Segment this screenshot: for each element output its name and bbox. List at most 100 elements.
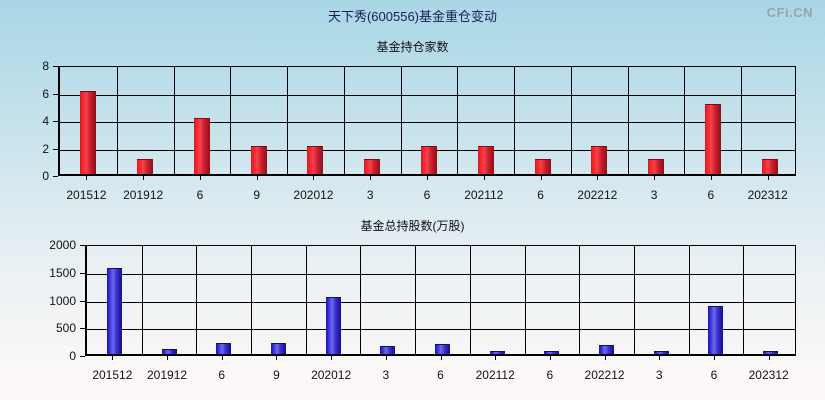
x-axis-label: 6 bbox=[537, 188, 544, 202]
bar bbox=[161, 348, 177, 354]
x-axis-tick bbox=[440, 356, 442, 360]
gridline-vertical bbox=[116, 67, 118, 174]
chart1-plot-area bbox=[58, 66, 796, 176]
gridline-vertical bbox=[457, 67, 459, 174]
x-axis-label: 202112 bbox=[475, 368, 515, 382]
y-axis-tick bbox=[53, 148, 58, 150]
x-axis-label: 3 bbox=[650, 188, 658, 202]
x-axis-label: 201912 bbox=[147, 368, 188, 382]
y-axis-label: 0 bbox=[69, 349, 76, 363]
bar bbox=[708, 306, 724, 354]
gridline-vertical bbox=[514, 67, 516, 174]
y-axis-label: 6 bbox=[42, 86, 49, 101]
x-axis-label: 201512 bbox=[92, 368, 133, 382]
gridline-vertical bbox=[360, 246, 362, 354]
x-axis-tick bbox=[276, 356, 278, 360]
gridline-vertical bbox=[570, 67, 572, 174]
x-axis-label: 9 bbox=[253, 188, 261, 202]
x-axis-tick bbox=[370, 176, 372, 180]
x-axis-tick bbox=[427, 176, 428, 180]
gridline-horizontal bbox=[87, 329, 795, 331]
gridline-vertical bbox=[579, 246, 581, 354]
bar bbox=[477, 145, 494, 174]
gridline-vertical bbox=[196, 246, 198, 354]
page-title: 天下秀(600556)基金重仓变动 bbox=[327, 9, 498, 24]
bar bbox=[106, 267, 122, 354]
bar bbox=[325, 296, 341, 354]
x-axis-label: 6 bbox=[707, 188, 715, 202]
x-axis-label: 6 bbox=[196, 188, 204, 202]
bar bbox=[599, 345, 615, 354]
y-axis-label: 4 bbox=[42, 114, 49, 128]
gridline-vertical bbox=[684, 67, 686, 174]
x-axis-tick bbox=[713, 356, 715, 360]
x-axis-label: 202112 bbox=[464, 188, 504, 202]
y-axis-label: 1500 bbox=[49, 265, 76, 280]
bar bbox=[704, 104, 721, 174]
chart2-plot-area bbox=[85, 245, 796, 356]
x-axis-label: 201912 bbox=[123, 188, 164, 202]
bar bbox=[489, 350, 505, 354]
gridline-horizontal bbox=[87, 301, 795, 303]
x-axis-tick bbox=[549, 356, 551, 360]
x-axis-tick bbox=[86, 176, 88, 180]
bar bbox=[591, 145, 608, 174]
bar bbox=[250, 145, 267, 174]
x-axis-tick bbox=[710, 176, 712, 180]
x-axis-label: 6 bbox=[423, 188, 431, 202]
bar bbox=[80, 90, 97, 174]
x-axis-tick bbox=[199, 176, 201, 180]
x-axis-tick bbox=[112, 356, 114, 360]
watermark-label: CFi.CN bbox=[766, 5, 813, 20]
x-axis-tick bbox=[767, 176, 769, 180]
gridline-vertical bbox=[524, 246, 526, 354]
y-axis-label: 8 bbox=[42, 59, 49, 73]
chart1-subtitle: 基金持仓家数 bbox=[376, 40, 449, 54]
x-axis-label: 3 bbox=[382, 368, 390, 382]
x-axis-tick bbox=[256, 176, 258, 180]
gridline-vertical bbox=[305, 246, 307, 354]
y-axis-tick bbox=[80, 328, 85, 330]
gridline-vertical bbox=[230, 67, 232, 174]
x-axis-label: 6 bbox=[710, 368, 718, 382]
gridline-horizontal bbox=[87, 273, 795, 275]
x-axis-tick bbox=[385, 356, 387, 360]
x-axis-tick bbox=[483, 176, 485, 180]
y-axis-tick bbox=[80, 300, 85, 302]
bar bbox=[761, 159, 778, 174]
y-axis-tick bbox=[80, 272, 85, 274]
x-axis-label: 3 bbox=[655, 368, 663, 382]
x-axis-label: 202212 bbox=[577, 188, 618, 202]
y-axis-label: 0 bbox=[42, 169, 49, 183]
bar bbox=[137, 159, 154, 174]
x-axis-tick bbox=[495, 356, 497, 360]
gridline-vertical bbox=[627, 67, 629, 174]
x-axis-tick bbox=[331, 356, 333, 360]
gridline-vertical bbox=[400, 67, 402, 174]
chart2-subtitle: 基金总持股数(万股) bbox=[360, 219, 465, 233]
x-axis-label: 9 bbox=[273, 368, 280, 382]
y-axis-label: 2000 bbox=[49, 238, 76, 252]
y-axis-tick bbox=[80, 356, 85, 357]
bar bbox=[193, 118, 210, 174]
x-axis-tick bbox=[221, 356, 223, 360]
y-axis-tick bbox=[53, 93, 58, 95]
x-axis-label: 202212 bbox=[584, 368, 625, 382]
gridline-vertical bbox=[141, 246, 143, 354]
y-axis-label: 1000 bbox=[49, 293, 76, 308]
x-axis-tick bbox=[540, 176, 542, 180]
y-axis-tick bbox=[80, 245, 85, 246]
gridline-vertical bbox=[743, 246, 745, 354]
x-axis-tick bbox=[167, 356, 169, 360]
bar bbox=[364, 159, 381, 174]
x-axis-label: 6 bbox=[437, 368, 444, 382]
bar bbox=[544, 350, 560, 354]
bar bbox=[648, 159, 665, 174]
gridline-horizontal bbox=[60, 122, 795, 123]
x-axis-tick bbox=[768, 356, 770, 360]
x-axis-label: 202012 bbox=[293, 188, 334, 202]
gridline-horizontal bbox=[60, 94, 795, 96]
gridline-vertical bbox=[741, 67, 743, 174]
y-axis-tick bbox=[53, 66, 58, 67]
